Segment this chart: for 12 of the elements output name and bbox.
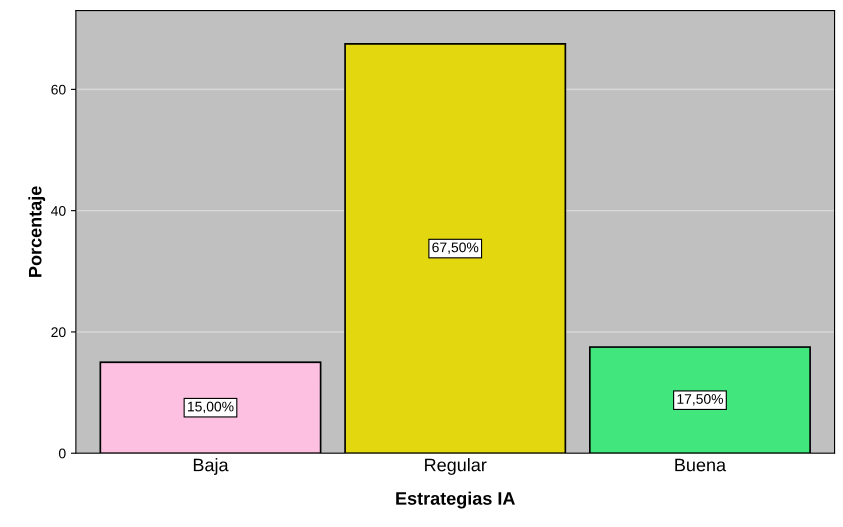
y-tick-label: 0 <box>58 448 66 458</box>
x-axis-title: Estrategias IA <box>396 492 515 508</box>
data-label: 15,00% <box>188 402 234 414</box>
x-tick-label: Buena <box>675 458 726 472</box>
x-tick-label: Regular <box>425 458 487 475</box>
y-tick-label: 20 <box>51 327 66 338</box>
y-tick-label: 40 <box>51 206 66 216</box>
data-label: 67,50% <box>432 242 478 254</box>
y-axis-title: Porcentaje <box>28 186 46 277</box>
data-label: 17,50% <box>677 394 724 406</box>
x-tick-label: Baja <box>194 458 229 475</box>
y-tick-label: 60 <box>51 84 66 95</box>
